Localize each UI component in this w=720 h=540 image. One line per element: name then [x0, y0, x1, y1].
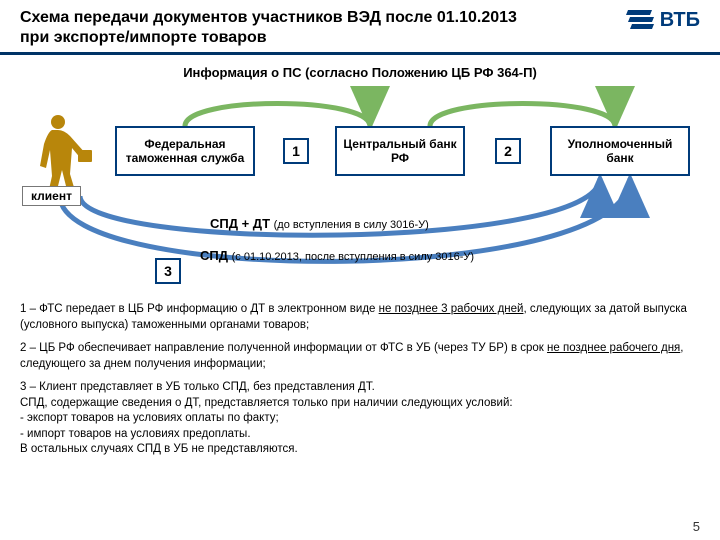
note-1: 1 – ФТС передает в ЦБ РФ информацию о ДТ… [20, 302, 700, 333]
page-title: Схема передачи документов участников ВЭД… [20, 8, 517, 48]
box-ub: Уполномоченный банк [550, 126, 690, 176]
curve-mid-a: СПД + ДТ [210, 216, 270, 231]
person-icon [40, 115, 92, 194]
client-label: клиент [22, 186, 81, 206]
curve-bot-a: СПД [200, 248, 228, 263]
flow-diagram: клиент Федеральная таможенная служба 1 Ц… [0, 86, 720, 296]
note-3: 3 – Клиент представляет в УБ только СПД,… [20, 380, 700, 458]
vtb-logo-icon [626, 8, 654, 32]
num-1: 1 [283, 138, 309, 164]
curve-bot-b: (с 01.10.2013, после вступления в силу 3… [232, 251, 474, 263]
header: Схема передачи документов участников ВЭД… [0, 0, 720, 55]
subtitle: Информация о ПС (согласно Положению ЦБ Р… [0, 65, 720, 80]
num-2: 2 [495, 138, 521, 164]
notes: 1 – ФТС передает в ЦБ РФ информацию о ДТ… [0, 296, 720, 472]
logo: ВТБ [626, 8, 700, 32]
curve-label-mid: СПД + ДТ (до вступления в силу 3016-У) [210, 216, 429, 231]
curve-mid-b: (до вступления в силу 3016-У) [274, 219, 429, 231]
logo-text: ВТБ [660, 9, 700, 32]
num-3: 3 [155, 258, 181, 284]
page-number: 5 [693, 519, 700, 534]
curve-label-bot: СПД (с 01.10.2013, после вступления в си… [200, 248, 474, 263]
note-2: 2 – ЦБ РФ обеспечивает направление получ… [20, 341, 700, 372]
box-fts: Федеральная таможенная служба [115, 126, 255, 176]
title-line2: при экспорте/импорте товаров [20, 29, 267, 46]
box-cbrf: Центральный банк РФ [335, 126, 465, 176]
arrows-svg [0, 86, 720, 296]
title-line1: Схема передачи документов участников ВЭД… [20, 9, 517, 26]
